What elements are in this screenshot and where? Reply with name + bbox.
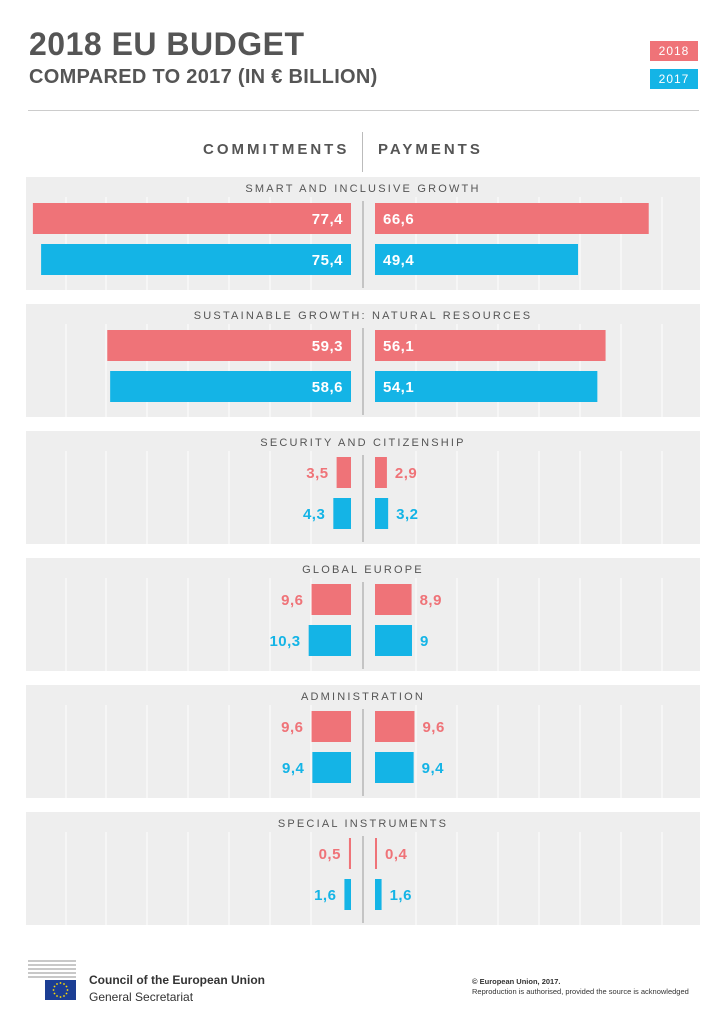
- payments-value-label: 9,4: [422, 760, 445, 777]
- commitments-bar-y2017: [41, 244, 352, 275]
- commitments-bar-y2017: [110, 371, 352, 402]
- commitments-bar-y2017: [333, 498, 351, 529]
- commitments-bar-y2018: [311, 584, 351, 615]
- payments-value-label: 9: [420, 633, 429, 650]
- commitments-value-label: 4,3: [303, 506, 325, 523]
- payments-value-label: 9,6: [422, 719, 444, 736]
- commitments-bar-y2017: [312, 752, 351, 783]
- budget-chart: SMART AND INCLUSIVE GROWTH 77,4 66,6 75,4 49…: [26, 177, 700, 925]
- category-label: ADMINISTRATION: [301, 691, 425, 703]
- payments-bar-y2017: [375, 752, 414, 783]
- category-label: SPECIAL INSTRUMENTS: [278, 818, 448, 830]
- commitments-bar-y2018: [336, 457, 351, 488]
- commitments-bar-y2018: [311, 711, 351, 742]
- payments-bar-y2017: [375, 625, 412, 656]
- category-label: GLOBAL EUROPE: [302, 564, 424, 576]
- payments-bar-y2018: [375, 457, 387, 488]
- payments-value-label: 1,6: [390, 887, 412, 904]
- commitments-value-label: 9,6: [281, 592, 303, 609]
- commitments-value-label: 3,5: [306, 465, 328, 482]
- commitments-bar-y2017: [344, 879, 351, 910]
- payments-value-label: 66,6: [383, 211, 414, 228]
- payments-bar-y2018: [375, 584, 412, 615]
- commitments-value-label: 75,4: [312, 252, 343, 269]
- commitments-value-label: 10,3: [269, 633, 300, 650]
- payments-header: PAYMENTS: [378, 141, 483, 158]
- commitments-value-label: 9,4: [282, 760, 305, 777]
- payments-bar-y2017: [375, 879, 382, 910]
- commitments-bar-y2018: [107, 330, 351, 361]
- payments-value-label: 54,1: [383, 379, 414, 396]
- council-logo: [28, 960, 76, 1000]
- commitments-value-label: 0,5: [319, 846, 341, 863]
- payments-bar-y2018: [375, 711, 415, 742]
- payments-value-label: 0,4: [385, 846, 408, 863]
- commitments-bar-y2017: [308, 625, 351, 656]
- payments-bar-y2017: [375, 244, 579, 275]
- header-rule: [28, 110, 699, 111]
- category-label: SMART AND INCLUSIVE GROWTH: [245, 183, 480, 195]
- commitments-value-label: 9,6: [281, 719, 303, 736]
- page-title: 2018 EU BUDGET: [29, 26, 305, 62]
- commitments-header: COMMITMENTS: [203, 141, 350, 158]
- page-subtitle: COMPARED TO 2017 (IN € BILLION): [29, 66, 378, 88]
- commitments-value-label: 77,4: [312, 211, 343, 228]
- payments-bar-y2017: [375, 498, 389, 529]
- org-name: Council of the European Union: [89, 973, 265, 987]
- org-subtitle: General Secretariat: [89, 990, 194, 1004]
- payments-bar-y2018: [375, 330, 606, 361]
- payments-bar-y2018: [375, 838, 377, 869]
- payments-value-label: 56,1: [383, 338, 414, 355]
- legend-2017: 2017: [650, 69, 698, 89]
- payments-bar-y2017: [375, 371, 598, 402]
- commitments-bar-y2018: [348, 838, 351, 869]
- payments-value-label: 8,9: [420, 592, 442, 609]
- legend-2018: 2018: [650, 41, 698, 61]
- payments-value-label: 3,2: [396, 506, 418, 523]
- payments-value-label: 2,9: [395, 465, 417, 482]
- reproduction-note: Reproduction is authorised, provided the…: [472, 987, 689, 996]
- copyright: © European Union, 2017.: [472, 977, 561, 986]
- commitments-bar-y2018: [32, 203, 352, 234]
- category-label: SECURITY AND CITIZENSHIP: [260, 437, 465, 449]
- commitments-value-label: 58,6: [312, 379, 343, 396]
- eu-stars-icon: [52, 982, 69, 998]
- payments-bar-y2018: [375, 203, 649, 234]
- commitments-value-label: 59,3: [312, 338, 343, 355]
- commitments-value-label: 1,6: [314, 887, 336, 904]
- payments-value-label: 49,4: [383, 252, 414, 269]
- column-divider: [362, 132, 363, 172]
- category-label: SUSTAINABLE GROWTH: NATURAL RESOURCES: [194, 310, 533, 322]
